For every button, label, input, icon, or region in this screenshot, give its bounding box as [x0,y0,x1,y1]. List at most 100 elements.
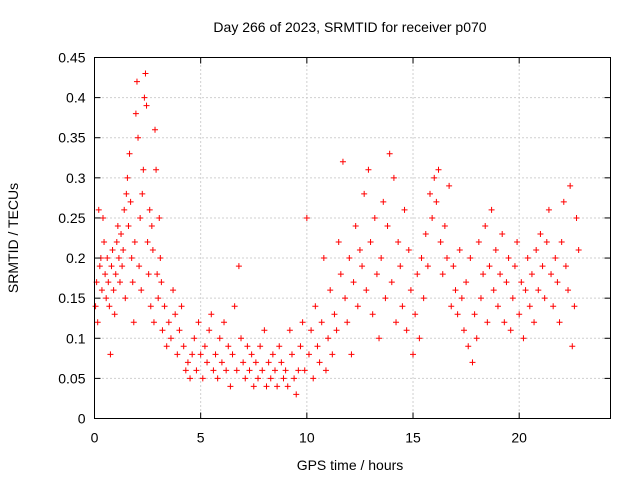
data-point [282,367,289,374]
chart-title: Day 266 of 2023, SRMTID for receiver p07… [213,19,486,35]
data-point [259,367,266,374]
data-point [348,351,355,358]
data-point [297,343,304,350]
data-point [556,319,563,326]
data-point [172,311,179,318]
y-tick-label: 0.35 [58,130,85,146]
data-point [322,367,329,374]
data-point [418,255,425,262]
data-point [276,343,283,350]
data-point [390,174,397,181]
data-point [105,279,112,286]
data-point [501,319,508,326]
data-point [261,327,268,334]
data-point [119,263,126,270]
data-point [310,375,317,382]
data-point [422,230,429,237]
data-point [252,359,259,366]
data-point [380,198,387,205]
data-point [271,367,278,374]
data-point [191,335,198,342]
data-point [109,247,116,254]
data-point [509,295,516,302]
y-tick-label: 0.1 [66,330,86,346]
data-point [490,287,497,294]
data-point [405,247,412,254]
data-point [231,303,238,310]
data-point [123,190,130,197]
data-point [225,343,232,350]
data-point [382,295,389,302]
data-point [446,182,453,189]
data-point [543,239,550,246]
data-point [140,166,147,173]
data-point [195,319,202,326]
data-point [149,247,156,254]
data-point [388,279,395,286]
data-point [346,255,353,262]
data-point [107,351,114,358]
data-point [503,279,510,286]
data-point [554,279,561,286]
data-point [327,287,334,294]
data-point [156,214,163,221]
data-point [437,239,444,246]
data-point [305,351,312,358]
data-point [354,303,361,310]
data-point [329,351,336,358]
data-point [356,247,363,254]
data-point [115,255,122,262]
data-point [111,311,118,318]
data-point [159,327,166,334]
data-point [571,303,578,310]
data-point [361,190,368,197]
y-tick-label: 0 [78,411,86,427]
data-point [121,206,128,213]
data-point [130,319,137,326]
data-point [99,214,106,221]
data-point [167,335,174,342]
data-point [414,271,421,278]
data-point [221,319,228,326]
data-point [526,303,533,310]
data-point [138,287,145,294]
data-point [395,239,402,246]
data-point [352,222,359,229]
data-point [182,367,189,374]
data-point [201,343,208,350]
data-point [170,287,177,294]
data-point [469,359,476,366]
data-point [484,319,491,326]
data-point [280,375,287,382]
data-point [116,279,123,286]
data-point [412,311,419,318]
data-point [193,367,200,374]
data-point [278,359,285,366]
data-point [154,271,161,278]
data-point [267,375,274,382]
x-tick-label: 20 [511,430,527,446]
data-point [499,230,506,237]
data-point [369,311,376,318]
data-point [210,367,217,374]
data-point [147,303,154,310]
data-point [127,198,134,205]
data-point [189,351,196,358]
data-point [303,214,310,221]
data-point [146,206,153,213]
data-point [552,255,559,262]
data-point [142,70,149,77]
data-point [429,214,436,221]
y-tick-label: 0.15 [58,290,85,306]
tick-labels: 0 0.05 0.1 0.15 0.2 0.25 0.3 0.35 0.4 0.45 0 5 10 15 2… [58,50,527,446]
data-point [562,263,569,270]
data-point [98,287,105,294]
y-tick-label: 0.05 [58,370,85,386]
data-point [386,150,393,157]
data-point [359,263,366,270]
data-point [122,295,129,302]
data-point [229,351,236,358]
data-point [137,214,144,221]
data-point [342,295,349,302]
data-point [477,295,484,302]
